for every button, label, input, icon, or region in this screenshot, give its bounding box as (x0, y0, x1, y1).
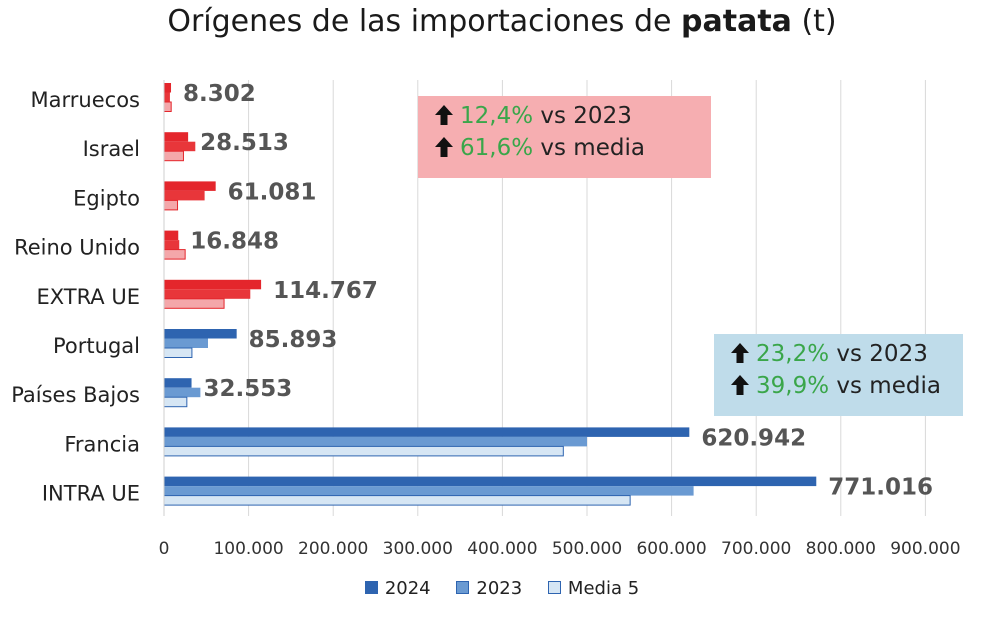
bar-francia-2023 (164, 436, 587, 447)
value-label-reino-unido: 16.848 (190, 229, 279, 255)
callout-extra-line-1: 12,4% vs 2023 (434, 100, 695, 132)
bar-intra-ue-2023 (164, 486, 694, 496)
callout-extra-line-2: 61,6% vs media (434, 132, 695, 164)
callout-extra-ue: 12,4% vs 2023 61,6% vs media (418, 96, 711, 178)
x-tick-label: 800.000 (806, 539, 876, 559)
callout-intra-pct-media: 39,9% (756, 373, 830, 399)
bar-paises-bajos-2024 (164, 378, 192, 388)
bar-extra-ue-2023 (164, 289, 251, 299)
bar-paises-bajos-2023 (164, 387, 201, 398)
legend-swatch-2023 (456, 581, 470, 594)
bar-egipto-2023 (164, 190, 205, 201)
category-label-israel: Israel (83, 137, 140, 161)
bar-extra-ue-media-5 (163, 298, 225, 309)
bar-intra-ue-media-5 (163, 495, 631, 506)
legend-label-2024: 2024 (384, 578, 431, 599)
x-tick-label: 300.000 (383, 539, 453, 559)
category-label-egipto: Egipto (73, 186, 140, 210)
legend-item-2023: 2023 (456, 578, 522, 599)
bar-marruecos-2024 (164, 83, 172, 93)
category-label-portugal: Portugal (53, 334, 140, 358)
legend-swatch-2024 (364, 581, 378, 594)
legend-swatch-media-5 (547, 581, 561, 594)
value-label-egipto: 61.081 (228, 179, 317, 205)
chart-title-bold: patata (681, 4, 792, 39)
bar-marruecos-2023 (164, 92, 170, 102)
bar-marruecos-media-5 (163, 101, 172, 112)
bar-intra-ue-2024 (164, 476, 817, 487)
value-label-intra-ue: 771.016 (828, 475, 933, 501)
callout-intra-pct-2023: 23,2% (756, 341, 830, 367)
x-tick-label: 100.000 (213, 539, 283, 559)
up-arrow-icon (435, 105, 453, 125)
up-arrow-icon (435, 137, 453, 157)
bar-israel-2024 (164, 132, 189, 142)
callout-intra-text-2023: vs 2023 (836, 341, 928, 367)
bar-reino-unido-2023 (164, 240, 180, 250)
value-label-portugal: 85.893 (249, 327, 338, 353)
value-label-francia: 620.942 (701, 425, 806, 451)
up-arrow-icon (731, 343, 749, 363)
x-tick-label: 400.000 (467, 539, 537, 559)
x-tick-label: 200.000 (298, 539, 368, 559)
legend-label-media-5: Media 5 (567, 578, 640, 599)
callout-intra-ue: 23,2% vs 2023 39,9% vs media (714, 334, 963, 416)
bar-israel-2023 (164, 141, 196, 152)
label-layer: Marruecos 8.302 Israel 28.513 Egipto 61.081 Re… (11, 81, 933, 506)
bar-portugal-2023 (164, 338, 208, 348)
legend-label-2023: 2023 (476, 578, 523, 599)
callout-extra-pct-media: 61,6% (460, 135, 534, 161)
callout-extra-pct-2023: 12,4% (460, 103, 534, 129)
bar-egipto-2024 (164, 181, 216, 191)
bar-paises-bajos-media-5 (163, 396, 188, 408)
x-tick-label: 600.000 (636, 539, 706, 559)
bar-francia-media-5 (163, 445, 564, 457)
callout-intra-text-media: vs media (836, 373, 941, 399)
bar-francia-2024 (164, 427, 690, 437)
x-tick-label: 900.000 (890, 539, 960, 559)
category-label-francia: Francia (64, 432, 140, 456)
category-label-intra-ue: INTRA UE (42, 482, 140, 506)
bar-portugal-media-5 (163, 347, 193, 358)
bar-israel-media-5 (163, 150, 184, 162)
bar-reino-unido-media-5 (163, 249, 186, 260)
chart-title: Orígenes de las importaciones de patata … (0, 4, 1004, 39)
x-tick-label: 0 (159, 539, 170, 559)
up-arrow-icon (731, 375, 749, 395)
legend-item-2024: 2024 (364, 578, 431, 599)
bar-reino-unido-2024 (164, 230, 179, 241)
bar-egipto-media-5 (163, 199, 179, 211)
callout-extra-text-2023: vs 2023 (540, 103, 632, 129)
callout-intra-line-2: 39,9% vs media (730, 370, 947, 402)
legend: 2024 2023 Media 5 (0, 578, 1004, 599)
chart-title-suffix: (t) (801, 4, 837, 39)
value-label-marruecos: 8.302 (183, 81, 256, 107)
bar-portugal-2024 (164, 329, 237, 339)
category-label-extra-ue: EXTRA UE (36, 285, 140, 309)
category-label-marruecos: Marruecos (31, 88, 140, 112)
legend-item-media-5: Media 5 (547, 578, 640, 599)
callout-extra-text-media: vs media (540, 135, 645, 161)
value-label-extra-ue: 114.767 (273, 278, 378, 304)
category-label-paises-bajos: Países Bajos (11, 383, 140, 407)
axis-layer: 0 100.000 200.000 300.000 400.000 500.000 600.… (159, 80, 961, 559)
value-label-israel: 28.513 (200, 130, 289, 156)
value-label-paises-bajos: 32.553 (204, 376, 293, 402)
x-tick-label: 500.000 (552, 539, 622, 559)
category-label-reino-unido: Reino Unido (14, 236, 140, 260)
chart-title-prefix: Orígenes de las importaciones de (167, 4, 672, 39)
bar-extra-ue-2024 (164, 279, 262, 290)
x-tick-label: 700.000 (721, 539, 791, 559)
callout-intra-line-1: 23,2% vs 2023 (730, 338, 947, 370)
